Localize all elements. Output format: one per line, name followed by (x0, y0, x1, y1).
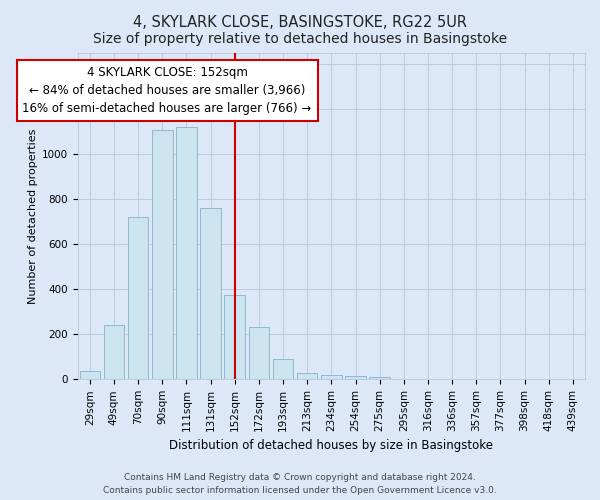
Bar (152, 130, 173, 380)
Bar (370, 377, 390, 380)
Bar (345, 376, 366, 380)
Y-axis label: Number of detached properties: Number of detached properties (28, 128, 38, 304)
Bar (80, 372, 100, 380)
Text: 4, SKYLARK CLOSE, BASINGSTOKE, RG22 5UR: 4, SKYLARK CLOSE, BASINGSTOKE, RG22 5UR (133, 15, 467, 30)
Text: 4 SKYLARK CLOSE: 152sqm
← 84% of detached houses are smaller (3,966)
16% of semi: 4 SKYLARK CLOSE: 152sqm ← 84% of detache… (22, 66, 312, 115)
Bar (273, 359, 293, 380)
Bar (248, 328, 269, 380)
Bar (128, 217, 148, 380)
Text: Contains HM Land Registry data © Crown copyright and database right 2024.
Contai: Contains HM Land Registry data © Crown c… (103, 473, 497, 495)
Text: Size of property relative to detached houses in Basingstoke: Size of property relative to detached ho… (93, 32, 507, 46)
Bar (104, 325, 124, 380)
Bar (224, 295, 245, 380)
Bar (321, 375, 341, 380)
Bar (176, 127, 197, 380)
Bar (297, 372, 317, 380)
X-axis label: Distribution of detached houses by size in Basingstoke: Distribution of detached houses by size … (169, 440, 493, 452)
Bar (200, 208, 221, 380)
